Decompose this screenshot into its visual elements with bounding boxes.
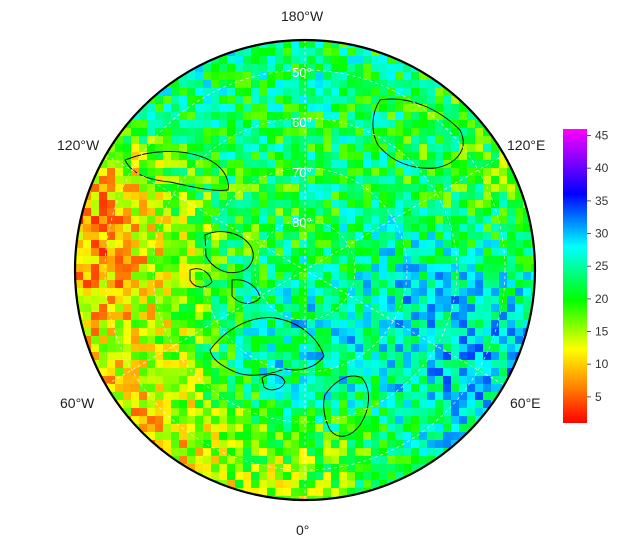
lon-label-lower-left: 60°W xyxy=(60,395,95,411)
colorbar-tick-label: 25 xyxy=(595,259,609,273)
colorbar-tick-label: 30 xyxy=(595,227,609,241)
colorbar-gradient xyxy=(563,129,587,423)
latitude-labels: 50° 60° 70° 80° xyxy=(292,65,312,230)
lon-label-top: 180°W xyxy=(281,8,324,24)
lon-label-upper-left: 120°W xyxy=(57,137,100,153)
colorbar-tick-label: 35 xyxy=(595,194,609,208)
colorbar-tick-label: 15 xyxy=(595,325,609,339)
latitude-circle-70 xyxy=(202,167,408,373)
colorbar-tick-label: 10 xyxy=(595,357,609,371)
colorbar-tick-label: 20 xyxy=(595,292,609,306)
latitude-label-50: 50° xyxy=(292,65,312,80)
lon-label-upper-right: 120°E xyxy=(507,137,546,153)
coastline-scandinavia xyxy=(323,375,369,437)
latitude-label-60: 60° xyxy=(292,115,312,130)
colorbar-tick-label: 45 xyxy=(595,129,609,143)
coastline-canadian-archipelago xyxy=(189,231,261,304)
coastline-alaska xyxy=(124,151,229,191)
latitude-label-70: 70° xyxy=(292,165,312,180)
coastline-iceland xyxy=(261,374,286,391)
colorbar: 5 10 15 20 25 30 35 40 45 xyxy=(563,129,609,423)
coastline-greenland xyxy=(209,317,325,376)
graticule xyxy=(104,40,506,500)
lon-label-bottom: 0° xyxy=(296,522,310,538)
lon-label-lower-right: 60°E xyxy=(510,395,541,411)
colorbar-tick-label: 40 xyxy=(595,161,609,175)
colorbar-tick-label: 5 xyxy=(595,390,602,404)
latitude-label-80: 80° xyxy=(292,215,312,230)
coastlines xyxy=(124,98,464,437)
meridian-120-300 xyxy=(105,154,505,386)
map-border xyxy=(73,38,537,502)
